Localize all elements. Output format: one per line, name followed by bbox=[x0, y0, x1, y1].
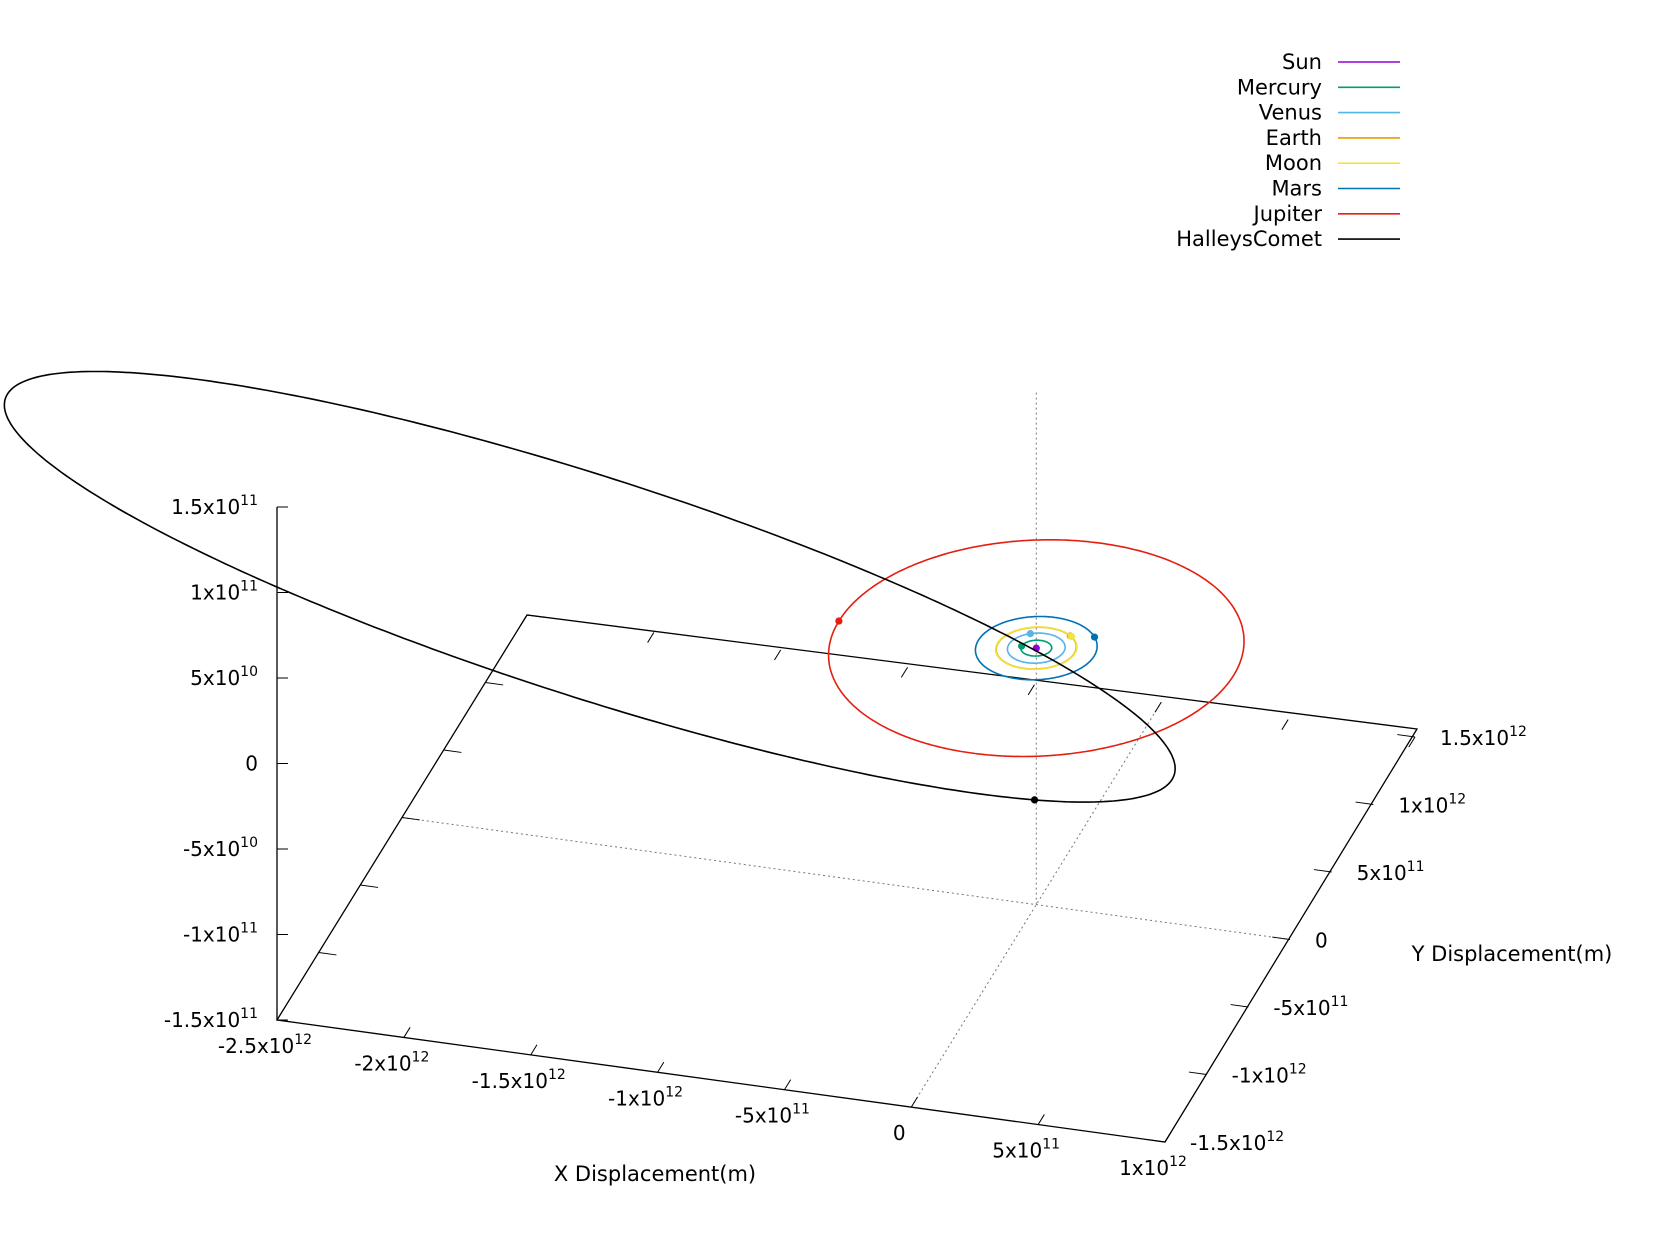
y-tick-mark-left bbox=[485, 682, 504, 686]
y-tick-label: 0 bbox=[1315, 929, 1328, 953]
orbit-mars bbox=[974, 615, 1098, 681]
z-tick-label: -1.5x1011 bbox=[164, 1006, 258, 1032]
y-tick-mark bbox=[1355, 801, 1374, 805]
y-tick-mark bbox=[1397, 734, 1416, 738]
x-tick-mark bbox=[1037, 1114, 1045, 1125]
legend-label: HalleysComet bbox=[1176, 227, 1322, 251]
x-tick-mark-back bbox=[900, 667, 908, 678]
y-tick-mark-left bbox=[526, 614, 545, 618]
x-tick-label: -1.5x1012 bbox=[472, 1067, 566, 1093]
legend: SunMercuryVenusEarthMoonMarsJupiterHalle… bbox=[1176, 50, 1400, 251]
x-tick-mark bbox=[910, 1096, 918, 1108]
z-tick-label: 1.5x1011 bbox=[171, 493, 258, 519]
x-tick-mark-back bbox=[1154, 701, 1162, 713]
x-tick-mark bbox=[784, 1079, 792, 1090]
tick-layer: -2.5x1012 -2x1012 -1.5x1012 -1x1012 -5x1011 0… bbox=[164, 493, 1527, 1180]
y-tick-label: -1x1012 bbox=[1232, 1062, 1307, 1088]
x-tick-mark-back bbox=[1027, 684, 1035, 696]
y-tick-mark bbox=[1147, 1139, 1166, 1143]
x-tick-mark bbox=[276, 1009, 284, 1021]
y-tick-mark-left bbox=[318, 952, 337, 956]
x-tick-mark-back bbox=[1281, 719, 1289, 730]
x-axis-title: X Displacement(m) bbox=[554, 1162, 756, 1186]
z-tick-label: -1x1011 bbox=[183, 921, 258, 947]
x-tick-mark bbox=[403, 1027, 411, 1038]
x-tick-mark-back bbox=[774, 649, 782, 661]
x-tick-label: -2x1012 bbox=[354, 1049, 429, 1075]
legend-label: Mars bbox=[1271, 177, 1322, 201]
legend-label: Jupiter bbox=[1252, 202, 1323, 226]
legend-label: Moon bbox=[1265, 151, 1322, 175]
y-tick-mark bbox=[1230, 1004, 1249, 1008]
y-zero-gridline bbox=[401, 817, 1291, 940]
body-marker-jupiter bbox=[835, 617, 843, 625]
orbit-layer bbox=[3, 370, 1245, 804]
x-tick-mark bbox=[657, 1061, 665, 1073]
x-tick-mark-back bbox=[520, 614, 528, 626]
body-marker-mars bbox=[1090, 633, 1099, 641]
z-tick-label: -5x1010 bbox=[183, 835, 258, 861]
y-tick-label: 1x1012 bbox=[1398, 792, 1466, 818]
x-zero-gridline bbox=[910, 701, 1162, 1108]
x-tick-label: 0 bbox=[893, 1121, 906, 1145]
body-marker-moon bbox=[1067, 632, 1076, 641]
x-tick-label: -2.5x1012 bbox=[218, 1032, 312, 1058]
z-tick-label: 0 bbox=[245, 752, 258, 776]
legend-label: Sun bbox=[1282, 50, 1322, 74]
orbit-venus bbox=[1006, 632, 1066, 665]
body-marker-halleyscomet bbox=[1030, 796, 1039, 804]
x-tick-mark-back bbox=[1408, 736, 1416, 748]
y-tick-mark-left bbox=[443, 749, 462, 753]
z-tick-label: 1x1011 bbox=[190, 579, 258, 605]
legend-label: Venus bbox=[1259, 101, 1322, 125]
orbit-moon bbox=[994, 626, 1078, 671]
body-marker-venus bbox=[1026, 630, 1034, 638]
y-tick-mark-left bbox=[360, 884, 379, 888]
x-tick-label: -1x1012 bbox=[608, 1084, 683, 1110]
x-tick-mark bbox=[1164, 1131, 1172, 1143]
x-tick-mark-back bbox=[647, 632, 655, 643]
z-tick-label: 5x1010 bbox=[190, 664, 258, 690]
axes-box bbox=[275, 391, 1419, 1143]
y-axis-title: Y Displacement(m) bbox=[1411, 942, 1613, 966]
y-tick-mark bbox=[1188, 1071, 1207, 1075]
y-tick-label: -5x1011 bbox=[1273, 994, 1348, 1020]
legend-label: Mercury bbox=[1237, 75, 1322, 99]
x-tick-label: 1x1012 bbox=[1119, 1154, 1187, 1180]
x-tick-label: -5x1011 bbox=[735, 1102, 810, 1128]
x-tick-mark bbox=[530, 1044, 538, 1056]
y-tick-mark-left bbox=[401, 817, 420, 821]
y-tick-label: 5x1011 bbox=[1357, 859, 1425, 885]
x-tick-label: 5x1011 bbox=[992, 1137, 1060, 1163]
y-tick-label: -1.5x1012 bbox=[1190, 1129, 1284, 1155]
y-tick-label: 1.5x1012 bbox=[1440, 724, 1527, 750]
orbit-halleyscomet bbox=[3, 370, 1176, 803]
legend-label: Earth bbox=[1266, 126, 1322, 150]
y-tick-mark bbox=[1272, 936, 1291, 940]
y-tick-mark bbox=[1313, 869, 1332, 873]
